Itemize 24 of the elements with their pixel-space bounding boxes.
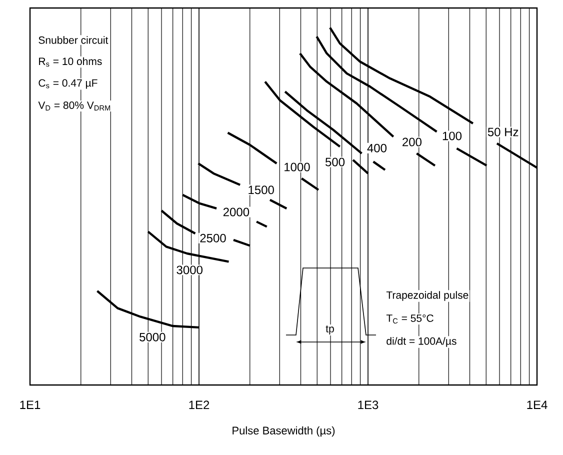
annotation: Trapezoidal pulse <box>386 291 468 301</box>
annotation: 1000 <box>284 162 310 172</box>
annotation: R$_{s}$ = 10 ohms <box>39 57 102 67</box>
annotation: 100 <box>442 132 462 140</box>
annotation: 500 <box>325 158 345 166</box>
annotation: 2500 <box>200 234 226 242</box>
annotation: V$_{D}$ = 80% V$_{DRM}$ <box>38 102 110 110</box>
annotation: 2000 <box>223 208 250 216</box>
annotation: 50 Hz <box>488 128 518 136</box>
annotation: tp <box>326 326 334 334</box>
x-axis-title: Pulse Basewidth (µs) <box>232 426 335 437</box>
annotation: Snubber circuit <box>38 36 108 44</box>
annotation: 400 <box>367 144 387 152</box>
annotation: T$_{C}$ = 55°C <box>386 314 434 324</box>
x-tick-label: 1E4 <box>527 400 548 409</box>
x-tick-label: 1E1 <box>20 400 40 409</box>
annotation: C$_{s}$ = 0.47 µF <box>38 79 98 89</box>
annotation: 1500 <box>248 186 274 194</box>
annotation: 5000 <box>140 332 166 342</box>
annotation: 200 <box>402 138 422 146</box>
x-tick-label: 1E2 <box>189 400 210 410</box>
annotation: di/dt = 100A/µs <box>386 337 456 347</box>
x-tick-label: 1E3 <box>358 400 378 410</box>
annotation: 3000 <box>176 266 202 274</box>
